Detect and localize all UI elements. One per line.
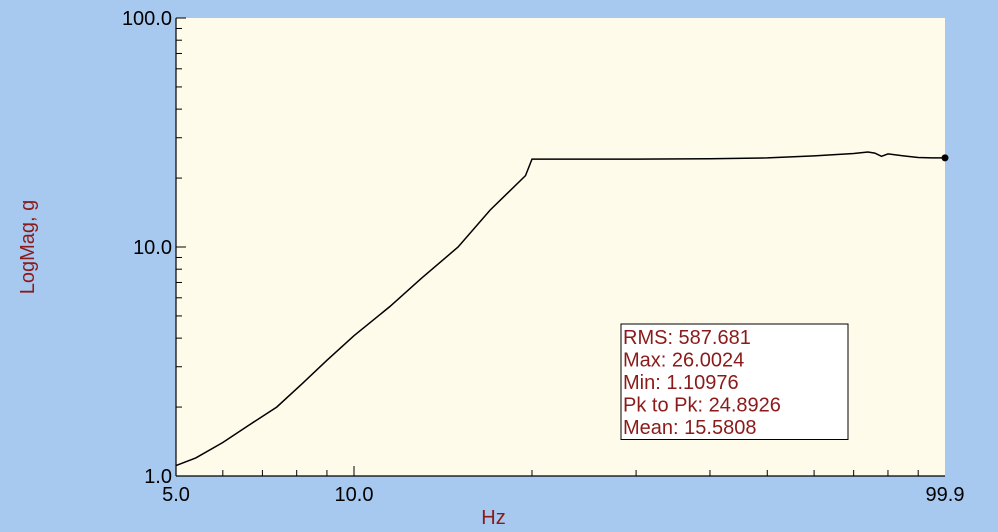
y-axis: 1.0 10.0 100.0 xyxy=(122,8,186,488)
stats-line: Pk to Pk: 24.8926 xyxy=(623,395,781,417)
end-marker xyxy=(941,154,949,162)
stats-line: Max: 26.0024 xyxy=(623,350,744,372)
y-tick-label: 10.0 xyxy=(133,237,172,259)
y-tick-label: 1.0 xyxy=(144,466,172,488)
series-line xyxy=(175,151,945,467)
stats-line: Mean: 15.5808 xyxy=(623,417,756,439)
x-axis: 5.0 10.0 99.9 xyxy=(162,466,964,506)
stats-line: Min: 1.10976 xyxy=(623,372,739,394)
x-axis-title: Hz xyxy=(481,507,505,529)
stats-line: RMS: 587.681 xyxy=(623,327,751,349)
y-tick-label: 100.0 xyxy=(122,8,172,30)
x-tick-label: 10.0 xyxy=(335,484,374,506)
stats-box-frame xyxy=(620,323,849,440)
y-axis-title: LogMag, g xyxy=(17,200,39,295)
x-tick-label: 5.0 xyxy=(162,484,190,506)
x-tick-label: 99.9 xyxy=(926,484,965,506)
